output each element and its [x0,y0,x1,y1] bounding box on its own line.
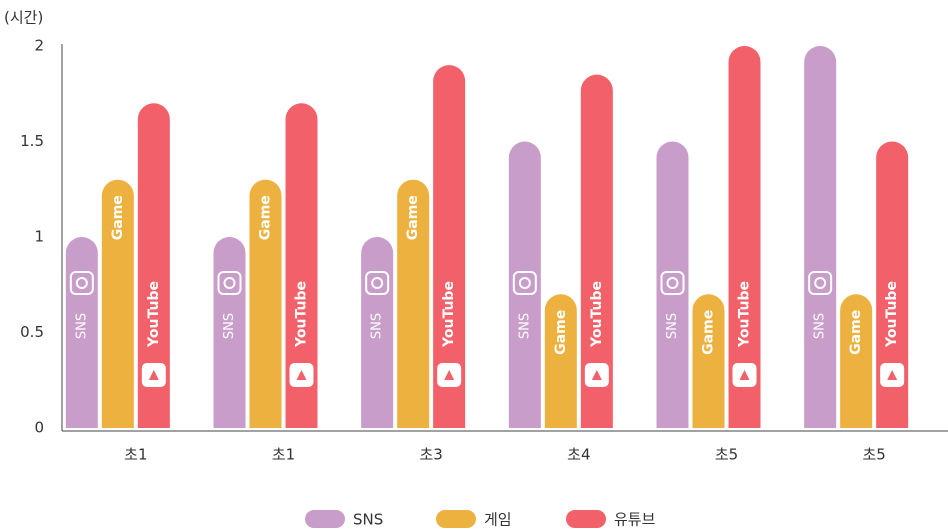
legend-label: 게임 [484,511,512,529]
chart: (시간) 0 0.5 1 1.5 2 초1 SNS Game YouTube 초1 SNS Game Y… [0,0,948,531]
bar-icon-label: YouTube [884,281,900,348]
legend-label: SNS [353,511,383,529]
bar-icon-label: YouTube [294,281,310,348]
bar-icon-label: Game [701,310,717,355]
x-tick-label: 초5 [862,446,885,464]
x-tick-label: 초4 [567,446,590,464]
bar-icon-label: SNS [222,313,237,339]
bar [804,46,836,428]
legend-swatch [305,510,345,528]
bar-icon-label: Game [848,310,864,355]
bar-icon-label: YouTube [441,281,457,348]
bar-icon-label: SNS [517,313,532,339]
y-tick-label: 1 [34,228,44,246]
bar-icon-label: SNS [370,313,385,339]
y-tick-label: 2 [34,37,44,55]
x-tick-label: 초1 [124,446,147,464]
x-tick-label: 초5 [715,446,738,464]
bar-icon-label: Game [553,310,569,355]
bar-icon-label: Game [405,195,421,240]
x-tick-label: 초1 [272,446,295,464]
y-tick-label: 1.5 [20,132,44,150]
bar-icon-label: Game [110,195,126,240]
legend-swatch [436,510,476,528]
legend-label: 유튜브 [614,511,656,529]
bar-icon-label: YouTube [589,281,605,348]
y-tick-label: 0 [34,419,44,437]
bar-icon-label: YouTube [146,281,162,348]
bar-icon-label: SNS [665,313,680,339]
legend-swatch [566,510,606,528]
bar-icon-label: Game [258,195,274,240]
y-axis-label: (시간) [4,9,43,27]
bar-icon-label: YouTube [737,281,753,348]
bar-icon-label: SNS [813,313,828,339]
x-tick-label: 초3 [419,446,442,464]
bar-icon-label: SNS [74,313,89,339]
y-tick-label: 0.5 [20,323,44,341]
